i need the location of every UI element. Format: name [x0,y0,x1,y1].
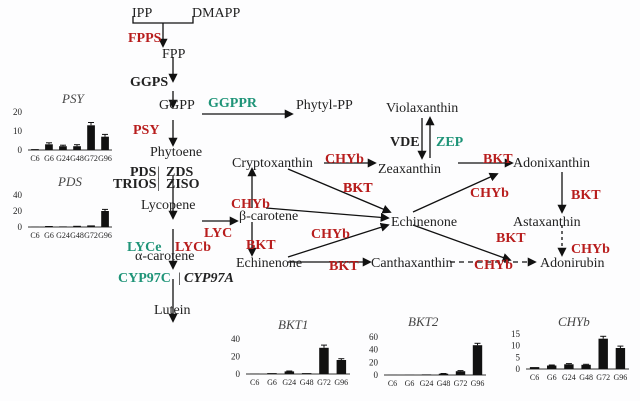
svg-text:G6: G6 [44,154,54,163]
svg-text:G96: G96 [98,154,112,163]
svg-text:C6: C6 [30,231,39,240]
svg-text:G24: G24 [420,379,434,388]
svg-text:20: 20 [369,357,379,367]
svg-text:0: 0 [18,222,23,232]
svg-text:G48: G48 [437,379,451,388]
svg-text:G96: G96 [614,373,628,382]
svg-text:5: 5 [516,352,521,362]
svg-text:G24: G24 [56,231,70,240]
svg-text:G96: G96 [98,231,112,240]
svg-text:20: 20 [231,352,241,362]
svg-text:0: 0 [516,364,521,374]
svg-text:G72: G72 [596,373,610,382]
svg-text:C6: C6 [530,373,539,382]
svg-text:40: 40 [13,190,23,200]
svg-text:G48: G48 [70,154,84,163]
svg-text:C6: C6 [388,379,397,388]
svg-text:60: 60 [369,332,379,342]
svg-text:G96: G96 [334,378,348,387]
svg-text:0: 0 [374,370,379,380]
svg-text:10: 10 [13,126,23,136]
svg-text:G72: G72 [454,379,468,388]
svg-text:G48: G48 [300,378,314,387]
svg-text:40: 40 [231,334,241,344]
svg-text:G6: G6 [267,378,277,387]
svg-text:G6: G6 [44,231,54,240]
svg-text:G24: G24 [282,378,296,387]
svg-text:0: 0 [236,369,241,379]
svg-text:G96: G96 [471,379,485,388]
svg-text:G24: G24 [562,373,576,382]
svg-text:G72: G72 [84,154,98,163]
svg-text:20: 20 [13,107,23,117]
svg-text:G72: G72 [84,231,98,240]
svg-text:G6: G6 [547,373,557,382]
svg-text:0: 0 [18,145,23,155]
svg-text:G48: G48 [579,373,593,382]
svg-text:G48: G48 [70,231,84,240]
svg-text:G6: G6 [405,379,415,388]
svg-text:G24: G24 [56,154,70,163]
svg-text:20: 20 [13,206,23,216]
svg-text:10: 10 [511,341,521,351]
svg-text:40: 40 [369,345,379,355]
svg-text:C6: C6 [30,154,39,163]
svg-text:G72: G72 [317,378,331,387]
svg-text:15: 15 [511,329,521,339]
svg-text:C6: C6 [250,378,259,387]
